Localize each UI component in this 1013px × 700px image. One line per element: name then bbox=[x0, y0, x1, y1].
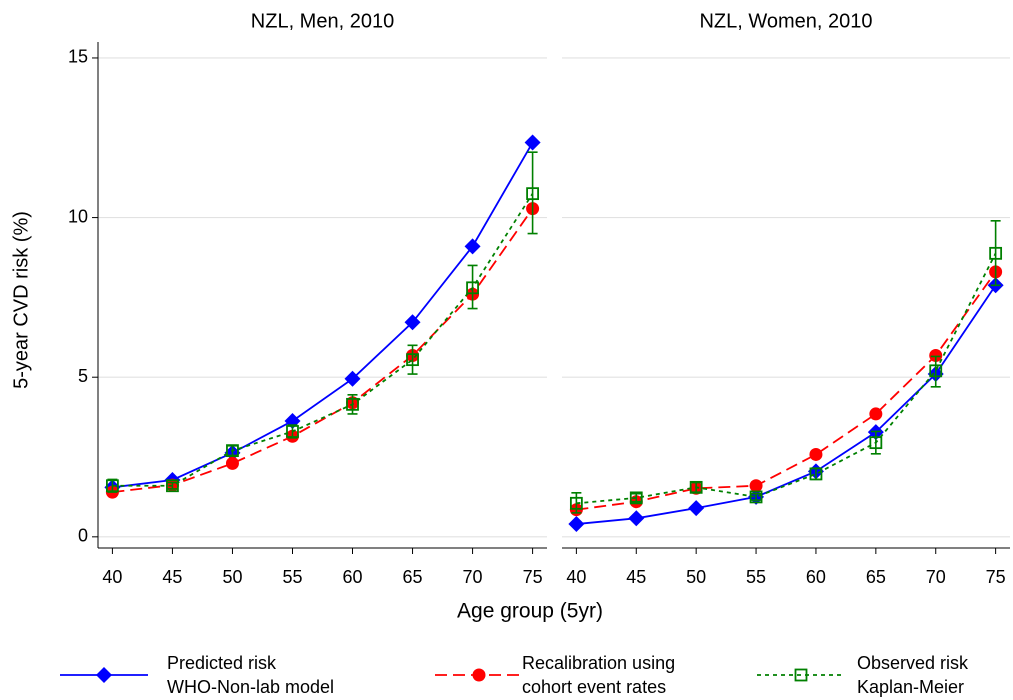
data-point bbox=[809, 447, 823, 461]
x-tick-label: 75 bbox=[986, 567, 1006, 587]
x-tick-label: 70 bbox=[926, 567, 946, 587]
data-point bbox=[869, 407, 883, 421]
series-line bbox=[576, 284, 997, 525]
legend-marker bbox=[96, 667, 112, 683]
legend-marker bbox=[472, 668, 486, 682]
data-point bbox=[749, 479, 763, 493]
data-point bbox=[569, 496, 583, 510]
data-point bbox=[929, 348, 943, 362]
data-point bbox=[464, 238, 481, 255]
series-line bbox=[576, 271, 997, 511]
data-point bbox=[526, 187, 539, 201]
data-point bbox=[466, 281, 479, 295]
data-point bbox=[809, 467, 823, 481]
series-line bbox=[112, 208, 534, 494]
panel-title: NZL, Women, 2010 bbox=[699, 10, 872, 32]
x-tick-label: 65 bbox=[403, 567, 423, 587]
error-bar bbox=[751, 492, 762, 501]
x-tick-label: 55 bbox=[282, 567, 302, 587]
panel-title: NZL, Men, 2010 bbox=[251, 10, 394, 32]
x-tick-label: 45 bbox=[162, 567, 182, 587]
y-tick-label: 10 bbox=[68, 206, 88, 226]
x-tick-label: 70 bbox=[463, 567, 483, 587]
legend-label: Recalibration using cohort event rates bbox=[522, 653, 676, 697]
data-point bbox=[344, 370, 361, 387]
data-point bbox=[404, 314, 421, 331]
data-point bbox=[106, 479, 119, 493]
y-tick-label: 0 bbox=[78, 526, 88, 546]
data-point bbox=[749, 490, 763, 504]
data-point bbox=[629, 491, 643, 505]
data-point bbox=[346, 397, 359, 411]
y-tick-label: 5 bbox=[78, 366, 88, 386]
series-line bbox=[112, 193, 534, 487]
error-bar bbox=[930, 355, 941, 388]
x-tick-label: 65 bbox=[866, 567, 886, 587]
series-line bbox=[112, 142, 534, 489]
y-tick-label: 15 bbox=[68, 47, 88, 67]
data-point bbox=[524, 134, 541, 151]
x-tick-label: 50 bbox=[222, 567, 242, 587]
x-axis-label: Age group (5yr) bbox=[457, 600, 603, 623]
data-point bbox=[989, 246, 1003, 260]
x-tick-label: 50 bbox=[686, 567, 706, 587]
data-point bbox=[226, 444, 239, 458]
data-point bbox=[406, 353, 419, 367]
x-tick-label: 60 bbox=[342, 567, 362, 587]
legend-marker bbox=[794, 668, 808, 682]
y-axis-label: 5-year CVD risk (%) bbox=[10, 211, 32, 389]
error-bar bbox=[167, 481, 178, 490]
data-point bbox=[166, 479, 179, 493]
data-point bbox=[688, 500, 705, 517]
data-point bbox=[568, 516, 585, 533]
x-tick-label: 40 bbox=[566, 567, 586, 587]
x-tick-label: 55 bbox=[746, 567, 766, 587]
x-tick-label: 40 bbox=[102, 567, 122, 587]
data-point bbox=[286, 425, 299, 438]
error-bar bbox=[407, 344, 418, 375]
x-tick-label: 60 bbox=[806, 567, 826, 587]
data-point bbox=[689, 480, 703, 494]
data-point bbox=[929, 364, 943, 378]
data-point bbox=[225, 456, 239, 470]
legend-label: Predicted risk WHO-Non-lab model bbox=[167, 653, 335, 697]
legend-label: Observed risk Kaplan-Meier bbox=[857, 653, 969, 697]
x-tick-label: 75 bbox=[523, 567, 543, 587]
error-bar bbox=[527, 151, 538, 235]
data-point bbox=[628, 510, 645, 527]
x-tick-label: 45 bbox=[626, 567, 646, 587]
error-bar bbox=[631, 492, 642, 503]
data-point bbox=[869, 436, 883, 450]
error-bar bbox=[990, 219, 1001, 287]
